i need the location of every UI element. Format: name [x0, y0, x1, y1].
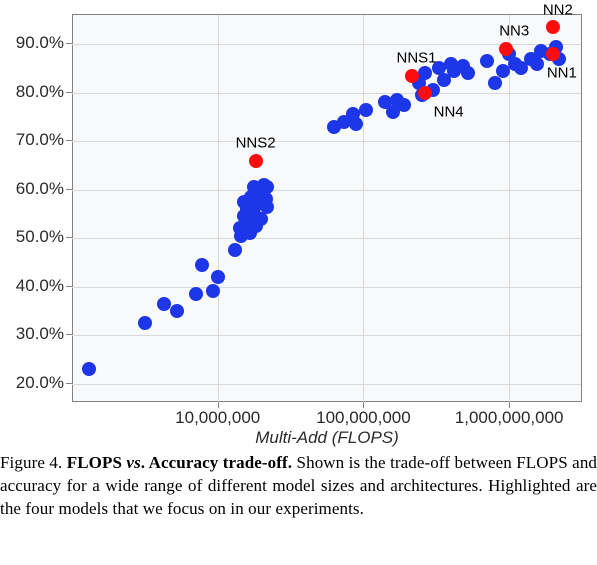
- scatter-point-blue: [189, 287, 203, 301]
- figure-container: NNS2 NNS1 NN4 NN3 NN1 NN2 20.0% 30.0% 40.0% 50.0…: [0, 0, 597, 565]
- y-tick-label: 90.0%: [8, 33, 64, 53]
- x-axis-label: Multi-Add (FLOPS): [255, 428, 399, 448]
- grid-line-horizontal: [72, 335, 581, 336]
- scatter-point-blue: [254, 212, 268, 226]
- y-tick-mark: [66, 334, 72, 335]
- scatter-point-blue: [138, 316, 152, 330]
- y-tick-mark: [66, 43, 72, 44]
- y-tick-mark: [66, 140, 72, 141]
- grid-line-horizontal: [72, 93, 581, 94]
- scatter-point-blue: [228, 243, 242, 257]
- y-tick-mark: [66, 92, 72, 93]
- y-tick-mark: [66, 383, 72, 384]
- grid-line-horizontal: [72, 287, 581, 288]
- scatter-point-red: [546, 47, 560, 61]
- x-axis-line: [72, 401, 581, 402]
- scatter-point-blue: [397, 98, 411, 112]
- scatter-point-blue: [211, 270, 225, 284]
- y-tick-label: 40.0%: [8, 276, 64, 296]
- plot-area: NNS2NNS1NN4NN3NN1NN2: [72, 14, 582, 402]
- scatter-point-blue: [488, 76, 502, 90]
- grid-line-vertical: [218, 15, 219, 402]
- point-annotation: NN1: [547, 64, 577, 81]
- y-tick-label: 30.0%: [8, 324, 64, 344]
- y-tick-mark: [66, 237, 72, 238]
- x-tick-mark: [363, 402, 364, 408]
- y-tick-label: 20.0%: [8, 373, 64, 393]
- x-tick-label: 100,000,000: [316, 408, 411, 428]
- caption-bold1: FLOPS: [67, 453, 127, 472]
- point-annotation: NN4: [434, 103, 464, 120]
- grid-line-vertical: [363, 15, 364, 402]
- y-tick-label: 70.0%: [8, 130, 64, 150]
- x-tick-mark: [509, 402, 510, 408]
- scatter-point-blue: [260, 180, 274, 194]
- scatter-point-blue: [170, 304, 184, 318]
- scatter-point-blue: [157, 297, 171, 311]
- figure-caption: Figure 4. FLOPS vs. Accuracy trade-off. …: [0, 452, 597, 521]
- y-tick-mark: [66, 286, 72, 287]
- scatter-point-blue: [195, 258, 209, 272]
- scatter-point-red: [249, 154, 263, 168]
- scatter-point-blue: [480, 54, 494, 68]
- grid-line-horizontal: [72, 190, 581, 191]
- scatter-point-red: [499, 42, 513, 56]
- y-axis-line: [72, 15, 73, 402]
- grid-line-horizontal: [72, 238, 581, 239]
- grid-line-horizontal: [72, 384, 581, 385]
- caption-bold2: . Accuracy trade-off.: [141, 453, 292, 472]
- y-tick-label: 80.0%: [8, 82, 64, 102]
- x-tick-label: 10,000,000: [175, 408, 260, 428]
- point-annotation: NNS2: [236, 134, 276, 151]
- x-tick-mark: [218, 402, 219, 408]
- caption-prefix: Figure 4.: [0, 453, 67, 472]
- y-tick-label: 60.0%: [8, 179, 64, 199]
- grid-line-horizontal: [72, 141, 581, 142]
- y-tick-mark: [66, 189, 72, 190]
- scatter-point-blue: [461, 66, 475, 80]
- point-annotation: NN3: [499, 22, 529, 39]
- scatter-point-blue: [359, 103, 373, 117]
- scatter-point-blue: [206, 284, 220, 298]
- y-tick-label: 50.0%: [8, 227, 64, 247]
- scatter-point-red: [546, 20, 560, 34]
- scatter-point-blue: [349, 117, 363, 131]
- x-tick-label: 1,000,000,000: [455, 408, 564, 428]
- scatter-point-red: [405, 69, 419, 83]
- scatter-point-blue: [530, 57, 544, 71]
- scatter-point-blue: [82, 362, 96, 376]
- point-annotation: NNS1: [396, 49, 436, 66]
- scatter-point-red: [418, 86, 432, 100]
- point-annotation: NN2: [543, 2, 573, 19]
- scatter-point-blue: [418, 66, 432, 80]
- scatter-point-blue: [260, 200, 274, 214]
- caption-italic: vs: [126, 453, 140, 472]
